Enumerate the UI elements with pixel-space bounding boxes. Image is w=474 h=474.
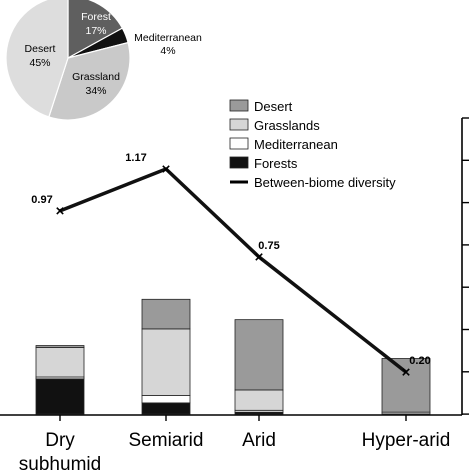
chart-axes: Dry subhumid Semiarid Arid Hyper-arid bbox=[0, 117, 469, 474]
legend-label-mediterranean: Mediterranean bbox=[254, 137, 338, 152]
bar-segment-grasslands-semiarid bbox=[141, 328, 191, 396]
legend-swatch-desert bbox=[229, 99, 249, 112]
bar-segment-desert-dry-subhumid bbox=[35, 345, 85, 348]
legend-label-between-biome-diversity: Between-biome diversity bbox=[254, 175, 396, 190]
stacked-bar-chart bbox=[35, 298, 431, 415]
legend-swatch-mediterranean bbox=[229, 137, 249, 150]
pie-slice-grassland bbox=[48, 41, 131, 121]
diversity-point-semiarid bbox=[162, 165, 170, 173]
bar-segment-grasslands-arid bbox=[234, 389, 284, 411]
x-tick-label-hyper-arid: Hyper-arid bbox=[362, 430, 451, 451]
legend-label-forests: Forests bbox=[254, 156, 298, 171]
diversity-point-arid bbox=[255, 253, 263, 261]
bar-segment-desert-arid bbox=[234, 319, 284, 391]
legend-swatch-grasslands bbox=[229, 118, 249, 131]
pie-label-desert: Desert bbox=[25, 43, 56, 55]
between-biome-diversity-line: 0.97 1.17 0.75 0.20 bbox=[31, 152, 431, 376]
diversity-value-label-semiarid: 1.17 bbox=[125, 152, 146, 164]
bar-segment-forests-semiarid bbox=[141, 402, 191, 415]
pie-label-grassland: Grassland bbox=[72, 71, 120, 83]
diversity-point-dry-subhumid bbox=[56, 207, 64, 215]
bar-segment-grasslands-dry-subhumid bbox=[35, 346, 85, 378]
x-tick-label-semiarid: Semiarid bbox=[129, 430, 204, 451]
x-tick-label-dry-subhumid-line2: subhumid bbox=[19, 454, 101, 474]
pie-percent-desert: 45% bbox=[29, 57, 50, 69]
bar-segment-forests-dry-subhumid bbox=[35, 378, 85, 415]
bar-segment-mediterranean-semiarid bbox=[141, 395, 191, 404]
legend-label-desert: Desert bbox=[254, 99, 293, 114]
pie-percent-grassland: 34% bbox=[85, 85, 106, 97]
chart-legend: Desert Grasslands Mediterranean Forests Betw… bbox=[229, 99, 396, 190]
diversity-point-hyper-arid bbox=[402, 368, 410, 376]
pie-percent-forest: 17% bbox=[85, 25, 106, 37]
pie-label-mediterranean: Mediterranean bbox=[134, 32, 202, 44]
pie-percent-mediterranean: 4% bbox=[160, 45, 175, 57]
bar-segment-desert-semiarid bbox=[141, 298, 191, 330]
legend-swatch-forests bbox=[229, 156, 249, 169]
pie-slice-desert bbox=[5, 0, 69, 118]
pie-slice-forest bbox=[67, 0, 124, 60]
x-tick-label-dry-subhumid: Dry bbox=[45, 430, 75, 451]
diversity-line-path bbox=[59, 167, 408, 374]
bar-segment-desert-hyper-arid bbox=[381, 358, 431, 413]
diversity-value-label-hyper-arid: 0.20 bbox=[409, 355, 430, 367]
pie-label-forest: Forest bbox=[81, 11, 111, 23]
diversity-value-label-dry-subhumid: 0.97 bbox=[31, 194, 52, 206]
diversity-value-label-arid: 0.75 bbox=[258, 240, 279, 252]
x-tick-label-arid: Arid bbox=[242, 430, 276, 451]
legend-label-grasslands: Grasslands bbox=[254, 118, 320, 133]
